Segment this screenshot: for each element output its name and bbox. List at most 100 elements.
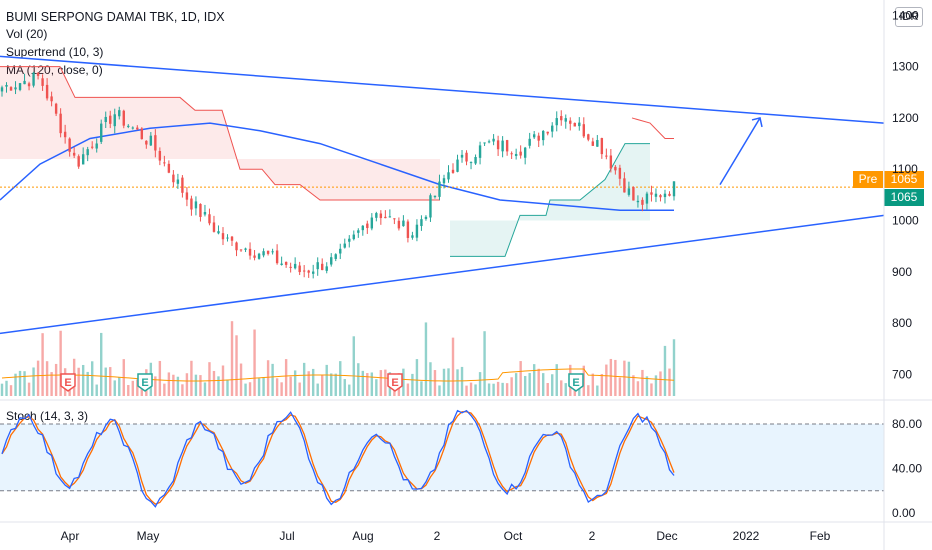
volume-bar — [402, 368, 405, 396]
projection-arrow — [719, 117, 761, 186]
candle-body — [505, 140, 509, 152]
candle-body — [668, 193, 671, 196]
candle-body — [641, 199, 644, 205]
volume-bar — [514, 373, 518, 396]
volume-bar — [131, 380, 134, 396]
candle-body — [645, 193, 649, 204]
candle-body — [248, 248, 252, 256]
candle-body — [235, 242, 238, 251]
stoch-band — [0, 424, 884, 491]
volume-legend[interactable]: Vol (20) — [6, 27, 48, 41]
candle-body — [9, 87, 13, 91]
volume-bar — [36, 360, 40, 396]
time-tick-label: 2022 — [733, 529, 760, 543]
candle-body — [582, 124, 585, 137]
candle-body — [100, 123, 103, 142]
volume-bar — [483, 331, 486, 396]
earnings-marker-label: E — [64, 377, 71, 389]
volume-bar — [645, 376, 649, 396]
volume-bar — [469, 382, 473, 396]
candle-body — [0, 87, 4, 92]
candle-body — [483, 142, 486, 144]
candle-body — [406, 221, 410, 238]
candle-body — [244, 248, 247, 250]
pre-badge: Pre — [853, 171, 883, 188]
volume-bar — [167, 372, 171, 396]
volume-bar — [460, 366, 464, 396]
candle-body — [27, 83, 31, 87]
volume-bar — [528, 372, 531, 396]
support-trendline — [0, 214, 885, 335]
volume-bar — [348, 384, 351, 396]
candle-body — [131, 127, 134, 129]
volume-bar — [91, 361, 94, 396]
volume-bar — [181, 384, 184, 396]
volume-bar — [208, 362, 211, 396]
volume-bar — [14, 373, 17, 396]
candle-body — [429, 195, 432, 218]
volume-bar — [136, 379, 139, 396]
candle-body — [451, 169, 455, 173]
candle-body — [63, 131, 67, 138]
volume-bar — [18, 370, 22, 396]
candle-body — [284, 261, 288, 265]
price-tick-label: 1200 — [892, 111, 919, 125]
supertrend-legend[interactable]: Supertrend (10, 3) — [6, 45, 104, 59]
last-price-badge: 1065 — [884, 189, 924, 206]
chart-title: BUMI SERPONG DAMAI TBK, 1D, IDX — [6, 10, 225, 24]
time-tick-label: Aug — [352, 529, 373, 543]
stoch-pane[interactable] — [0, 409, 884, 508]
candle-body — [478, 145, 482, 158]
candle-body — [614, 166, 617, 171]
price-tick-label: 900 — [892, 265, 912, 279]
currency-badge[interactable]: IDR — [895, 7, 923, 27]
time-tick-label: Apr — [61, 529, 80, 543]
volume-bar — [406, 383, 410, 396]
volume-bar — [650, 383, 653, 396]
volume-bar — [203, 382, 207, 396]
volume-bar — [465, 385, 468, 396]
candle-body — [447, 172, 450, 180]
candle-body — [149, 135, 153, 146]
candle-body — [510, 153, 513, 155]
volume-bar — [271, 363, 274, 396]
candle-body — [203, 211, 207, 215]
volume-bar — [5, 380, 8, 396]
candle-body — [528, 138, 531, 146]
volume-bar — [451, 337, 455, 396]
volume-bar — [239, 363, 243, 396]
candle-body — [253, 255, 256, 258]
candle-body — [271, 251, 274, 253]
volume-bar — [591, 373, 595, 396]
volume-bar — [357, 363, 360, 396]
volume-bar — [654, 375, 658, 396]
candle-body — [523, 147, 527, 158]
volume-bar — [578, 385, 581, 396]
candle-body — [469, 162, 473, 164]
candle-body — [280, 263, 283, 265]
candle-body — [560, 116, 563, 121]
candle-body — [654, 193, 658, 197]
volume-bar — [663, 345, 667, 396]
stoch-legend[interactable]: Stoch (14, 3, 3) — [6, 409, 89, 423]
volume-bar — [370, 372, 374, 396]
volume-bar — [50, 372, 53, 396]
volume-bar — [627, 361, 631, 396]
candle-body — [257, 253, 261, 259]
candle-body — [393, 218, 396, 220]
candle-body — [36, 72, 40, 76]
volume-bar — [275, 378, 279, 396]
candle-body — [275, 250, 279, 264]
candle-body — [442, 178, 446, 184]
time-tick-label: May — [137, 529, 160, 543]
candle-body — [217, 231, 220, 234]
price-tick-label: 1100 — [892, 162, 918, 176]
candle-body — [45, 84, 49, 99]
volume-bar — [217, 376, 220, 396]
candle-body — [375, 213, 378, 218]
volume-bar — [339, 361, 342, 396]
earnings-marker — [60, 373, 76, 392]
candle-body — [424, 216, 428, 219]
